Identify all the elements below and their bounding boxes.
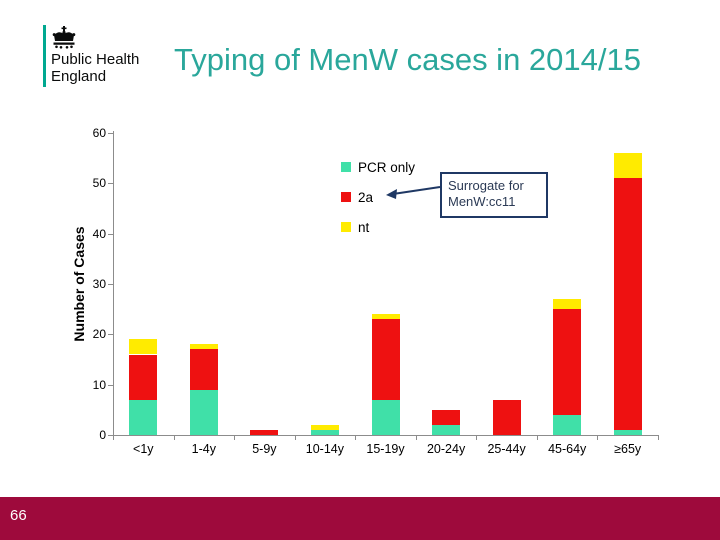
x-tick-mark (234, 435, 236, 440)
bar-segment-2a (129, 354, 158, 400)
bar-segment-2a (371, 319, 400, 400)
callout-line2: MenW:cc11 (448, 194, 516, 209)
bar-segment-nt (553, 299, 582, 310)
y-tick-mark (108, 183, 113, 185)
x-tick-mark (294, 435, 296, 440)
x-tick-label: 1-4y (191, 442, 216, 456)
y-tick-mark (108, 384, 113, 386)
x-tick-label: 20-24y (426, 442, 466, 456)
x-tick-mark (658, 435, 659, 440)
y-tick-label: 50 (92, 176, 106, 191)
bar-segment-2a (250, 430, 279, 435)
bar-segment-2a (189, 349, 218, 390)
page-title: Typing of MenW cases in 2014/15 (174, 42, 641, 77)
bar-segment-nt (189, 344, 218, 350)
y-tick-label: 40 (92, 226, 106, 241)
x-tick-mark (415, 435, 417, 440)
y-tick-mark (108, 435, 113, 436)
logo-accent-rule (43, 25, 46, 87)
bar-segment-pcr-only (432, 424, 461, 435)
legend-label: PCR only (358, 159, 416, 175)
bar-segment-nt (310, 424, 339, 430)
bar-segment-nt (129, 339, 158, 355)
x-tick-label: ≥65y (614, 442, 642, 456)
x-tick-label: <1y (133, 442, 154, 456)
x-tick-mark (355, 435, 357, 440)
y-tick-label: 0 (99, 428, 106, 442)
legend-item-nt: nt (341, 212, 415, 242)
bar-segment-2a (492, 399, 521, 435)
logo-line2: England (51, 68, 107, 85)
x-tick-label: 15-19y (366, 442, 405, 456)
callout-box: Surrogate for MenW:cc11 (440, 172, 548, 218)
chart-legend: PCR only 2a nt (341, 152, 415, 242)
x-axis-line (113, 435, 659, 436)
bar-segment-2a (432, 409, 461, 425)
x-tick-mark (476, 435, 478, 440)
bar-segment-pcr-only (129, 399, 158, 435)
x-tick-label: 25-44y (487, 442, 526, 456)
y-tick-mark (108, 284, 113, 285)
y-tick-mark (108, 133, 113, 134)
y-tick-label: 30 (92, 277, 106, 291)
y-tick-label: 60 (92, 126, 106, 140)
x-tick-mark (536, 435, 538, 440)
callout-line1: Surrogate for (448, 178, 524, 193)
bar-segment-pcr-only (613, 430, 642, 435)
legend-swatch-icon (341, 192, 351, 202)
bar-segment-pcr-only (310, 430, 339, 435)
callout-arrow (386, 186, 441, 199)
bar-segment-2a (613, 178, 642, 430)
y-tick-label: 10 (92, 377, 106, 392)
bar-segment-2a (553, 309, 582, 415)
crown-icon (52, 26, 76, 49)
bar-segment-pcr-only (553, 414, 582, 435)
bar-segment-nt (371, 314, 400, 320)
bar-segment-pcr-only (371, 399, 400, 435)
y-tick-mark (108, 233, 113, 235)
slide-page-number: 66 (10, 507, 27, 524)
x-tick-mark (173, 435, 175, 440)
y-axis-line (113, 131, 114, 435)
y-tick-label: 20 (92, 327, 106, 342)
legend-item-2a: 2a (341, 182, 415, 212)
x-tick-mark (597, 435, 599, 440)
bar-segment-pcr-only (189, 389, 218, 435)
legend-swatch-icon (341, 222, 351, 232)
legend-label: 2a (358, 189, 374, 205)
x-tick-mark (113, 435, 114, 440)
footer-bar (0, 497, 720, 540)
legend-swatch-icon (341, 162, 351, 172)
y-tick-mark (108, 334, 113, 336)
logo-wordmark: Public Health England (51, 51, 139, 85)
legend-item-pcr-only: PCR only (341, 152, 415, 182)
x-tick-label: 45-64y (548, 442, 587, 456)
x-tick-label: 5-9y (252, 442, 277, 456)
logo-line1: Public Health (51, 51, 140, 68)
legend-label: nt (358, 219, 370, 235)
x-tick-label: 10-14y (305, 442, 344, 456)
bar-segment-nt (613, 153, 642, 179)
